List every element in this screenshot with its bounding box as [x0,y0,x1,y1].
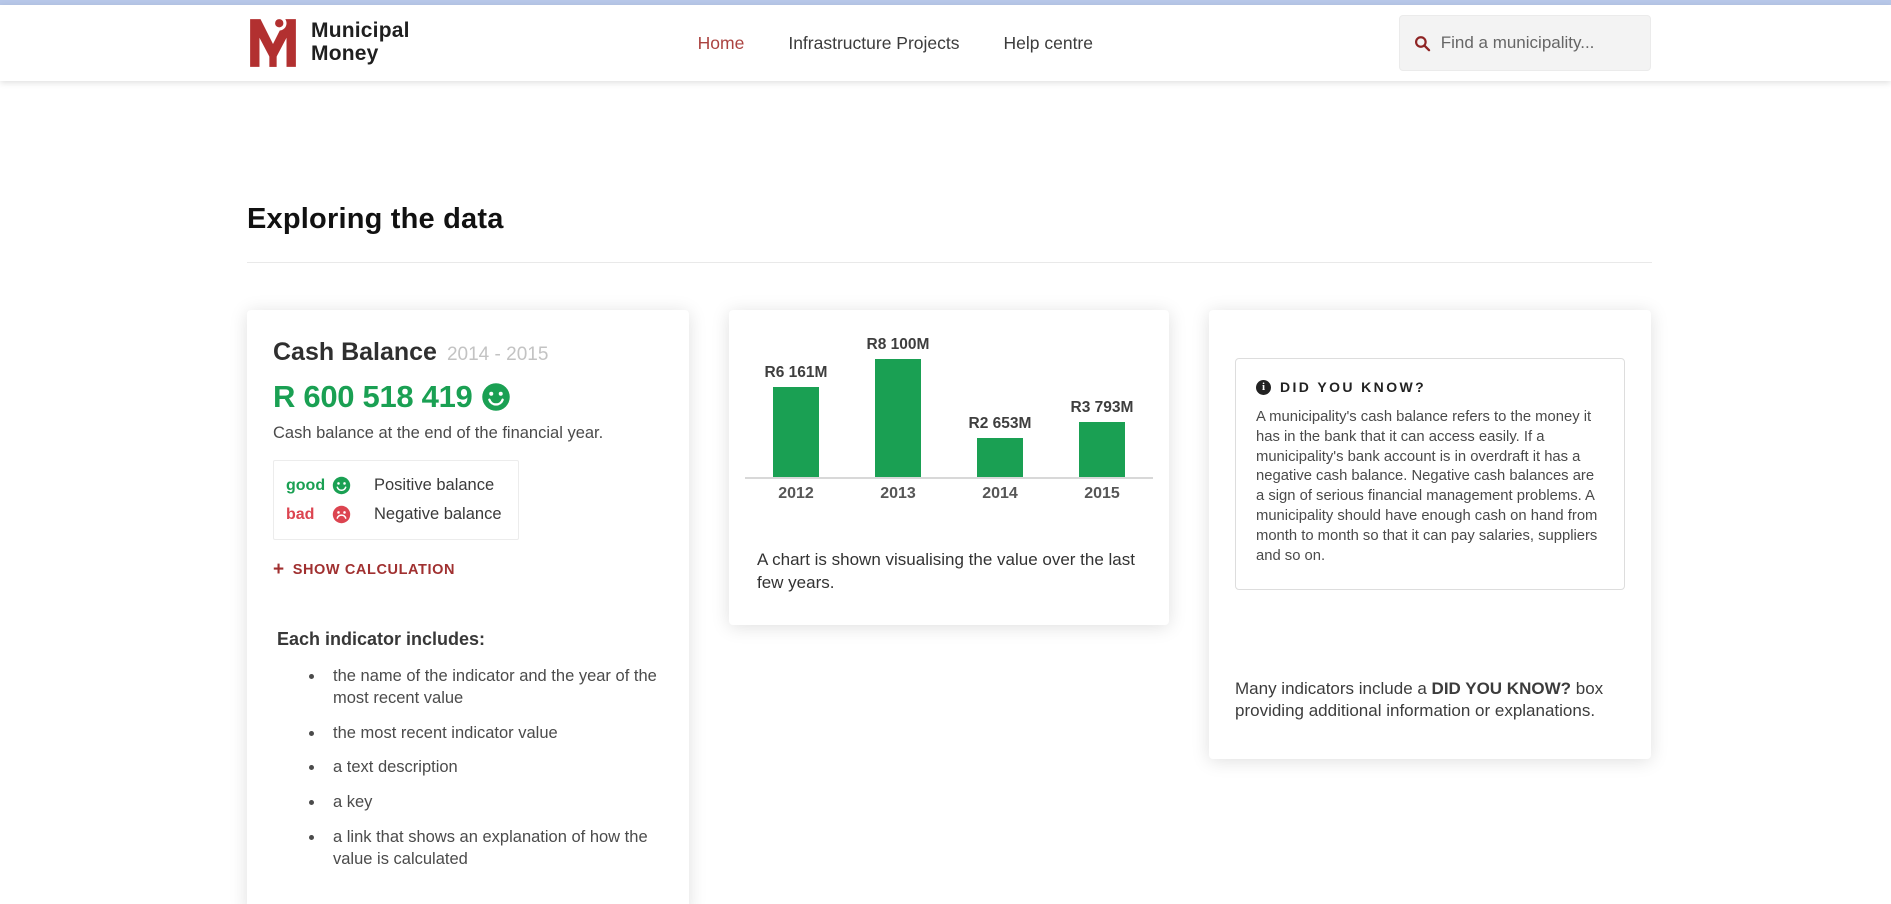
bar-chart: R6 161M R8 100M R2 653M R3 793M [745,330,1153,479]
municipal-money-logo[interactable]: Municipal Money [247,15,410,71]
axis-year-label: 2015 [1084,485,1120,502]
key-rating-label: bad [286,505,315,523]
logo-m-icon [250,15,296,67]
nav-item-infrastructure-projects[interactable]: Infrastructure Projects [788,32,960,53]
plus-icon: + [273,559,285,580]
axis-year-label: 2013 [880,485,916,502]
site-header: Municipal Money Home Infrastructure Proje… [0,5,1891,81]
search-icon [1415,35,1431,51]
nav-item-home[interactable]: Home [697,32,745,53]
brand-name: Municipal Money [311,19,410,65]
indicator-description: Cash balance at the end of the financial… [273,424,604,442]
chart-bar [977,438,1023,477]
happy-face-icon [332,476,352,496]
did-you-know-title: DID YOU KNOW? [1280,379,1427,395]
chart-x-axis-labels: 2012 2013 2014 2015 [745,485,1153,503]
chart-bar [875,359,921,477]
key-row-good: good Positive balance [286,471,502,500]
includes-list: the name of the indicator and the year o… [273,666,663,870]
chart-bar-column: R2 653M [949,415,1051,477]
section-divider [247,262,1652,263]
main-nav: Home Infrastructure Projects Help centre [698,33,1093,54]
includes-list-item: the most recent indicator value [325,723,663,745]
includes-list-item: a key [325,792,663,814]
did-you-know-text: A municipality's cash balance refers to … [1256,409,1598,564]
indicator-title: Cash Balance [273,338,437,366]
did-you-know-box: i DID YOU KNOW? A municipality's cash ba… [1235,358,1625,590]
bar-value-label: R8 100M [866,336,930,353]
chart-bar-column: R8 100M [847,336,949,477]
includes-list-item: a text description [325,757,663,779]
bar-value-label: R2 653M [968,415,1032,432]
chart-bar-column: R3 793M [1051,399,1153,477]
did-you-know-example-card: i DID YOU KNOW? A municipality's cash ba… [1209,310,1651,760]
search-input[interactable] [1440,33,1636,53]
includes-list-item: the name of the indicator and the year o… [325,666,663,710]
chart-example-card: R6 161M R8 100M R2 653M R3 793M 2012 2013 201… [729,310,1169,625]
bar-value-label: R3 793M [1070,399,1134,416]
key-label: Negative balance [374,505,502,523]
chart-bar-column: R6 161M [745,364,847,477]
top-accent-bar [0,0,1891,5]
page-title: Exploring the data [247,203,504,235]
axis-year-label: 2012 [778,485,814,502]
show-calculation-button[interactable]: + SHOW CALCULATION [273,559,456,580]
sad-face-icon [332,505,352,525]
did-you-know-note: Many indicators include a DID YOU KNOW? … [1235,678,1604,721]
includes-list-item: a link that shows an explanation of how … [325,827,663,871]
chart-caption: A chart is shown visualising the value o… [757,550,1135,592]
axis-year-label: 2014 [982,485,1018,502]
nav-item-help-centre[interactable]: Help centre [1003,32,1094,53]
indicator-key: good Positive balance bad Negative balance [273,460,519,540]
key-rating-label: good [286,476,326,494]
bar-value-label: R6 161M [764,364,828,381]
indicator-example-card: Cash Balance 2014 - 2015 R 600 518 419 C… [247,310,689,904]
key-label: Positive balance [374,476,495,494]
municipality-search[interactable] [1399,15,1651,71]
chart-bar [773,387,819,477]
happy-face-icon [481,383,510,411]
key-row-bad: bad Negative balance [286,500,502,529]
indicator-value: R 600 518 419 [273,379,473,414]
chart-bar [1079,422,1125,477]
includes-heading: Each indicator includes: [277,629,486,649]
indicator-period: 2014 - 2015 [446,344,549,365]
info-icon: i [1256,379,1271,395]
